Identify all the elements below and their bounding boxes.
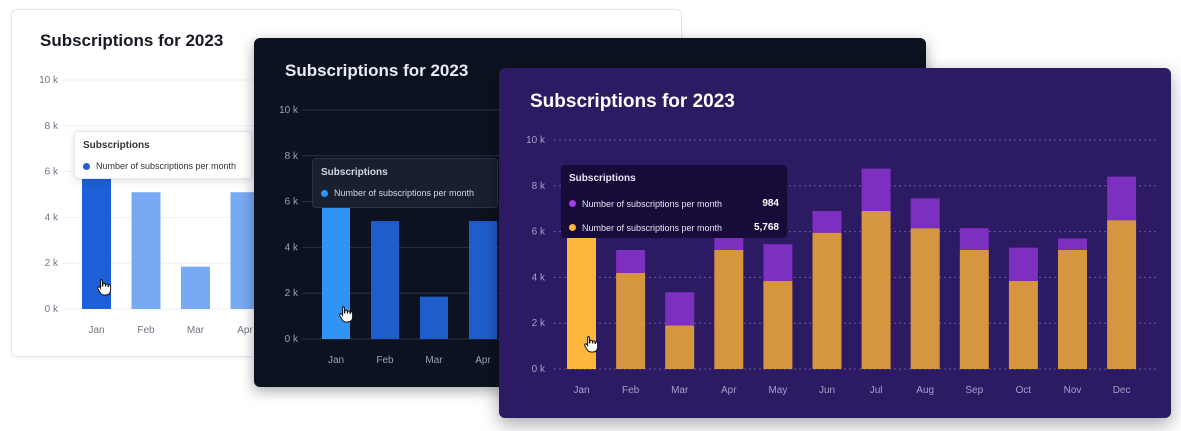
tooltip-label: Number of subscriptions per month <box>334 188 475 198</box>
x-tick-label: Oct <box>1016 385 1032 396</box>
y-tick-label: 8 k <box>285 151 299 162</box>
y-tick-label: 10 k <box>39 75 59 86</box>
x-tick-label: Apr <box>237 325 253 336</box>
y-tick-label: 10 k <box>526 135 546 146</box>
y-tick-label: 8 k <box>45 121 59 132</box>
bar <box>959 249 989 369</box>
x-tick-label: Feb <box>376 355 394 366</box>
tooltip-title: Subscriptions <box>321 167 388 178</box>
y-tick-label: 0 k <box>285 334 299 345</box>
tooltip-row: Number of subscriptions per month 5,768 <box>569 222 779 233</box>
chart-tooltip: Subscriptions Number of subscriptions pe… <box>74 131 252 179</box>
bar <box>371 221 399 339</box>
tooltip-label: Number of subscriptions per month <box>582 222 723 233</box>
bar <box>910 228 940 369</box>
y-tick-label: 4 k <box>285 242 299 253</box>
bar <box>616 249 646 273</box>
x-tick-label: Apr <box>475 355 491 366</box>
hand-cursor-icon <box>97 279 112 296</box>
bar <box>1008 247 1038 281</box>
bar <box>1008 280 1038 369</box>
y-tick-label: 10 k <box>279 105 299 116</box>
bar <box>959 228 989 250</box>
chart-title: Subscriptions for 2023 <box>40 31 224 50</box>
chart-title: Subscriptions for 2023 <box>285 61 469 80</box>
bar <box>1107 176 1137 221</box>
x-tick-label: Jun <box>819 385 835 396</box>
tooltip-row: Number of subscriptions per month <box>321 188 489 198</box>
x-tick-label: Jul <box>870 385 883 396</box>
tooltip-title: Subscriptions <box>83 140 150 151</box>
tooltip-value: 984 <box>762 198 779 209</box>
hand-cursor-icon <box>584 336 599 353</box>
y-tick-label: 4 k <box>45 212 59 223</box>
bar <box>181 266 210 309</box>
bar <box>1107 220 1137 369</box>
bar <box>131 192 161 309</box>
tooltip-title: Subscriptions <box>569 173 636 184</box>
bar <box>665 292 695 326</box>
series-dot-icon <box>321 189 328 197</box>
bar <box>763 280 793 369</box>
y-tick-label: 2 k <box>45 258 59 269</box>
bar <box>812 210 842 233</box>
bar <box>861 210 891 369</box>
x-tick-label: Feb <box>622 385 640 396</box>
y-tick-label: 8 k <box>532 181 546 192</box>
y-tick-label: 4 k <box>532 272 546 283</box>
x-tick-label: Mar <box>187 325 205 336</box>
bar <box>714 249 744 369</box>
bar <box>910 198 940 229</box>
series-dot-icon <box>569 224 576 231</box>
x-tick-label: Mar <box>425 355 443 366</box>
x-tick-label: Apr <box>721 385 737 396</box>
x-tick-label: Sep <box>965 385 983 396</box>
bar <box>665 325 695 369</box>
chart-title: Subscriptions for 2023 <box>530 91 735 112</box>
chart-card-purple: Subscriptions for 2023 0 k 2 k 4 k 6 k 8 k 10… <box>499 68 1171 418</box>
bar <box>812 232 842 369</box>
bar <box>1058 249 1087 369</box>
bar <box>1058 238 1087 250</box>
series-dot-icon <box>83 162 90 170</box>
bar <box>763 244 793 281</box>
tooltip-row: Number of subscriptions per month <box>83 161 243 171</box>
bar <box>420 296 448 339</box>
chart-tooltip: Subscriptions Number of subscriptions pe… <box>561 165 787 238</box>
series-dot-icon <box>569 200 576 207</box>
y-tick-label: 0 k <box>45 304 59 315</box>
x-tick-label: Jan <box>328 355 344 366</box>
stacked-bar-chart: 0 k 2 k 4 k 6 k 8 k 10 k Jan Feb Mar Apr May Jun Jul… <box>526 135 1159 396</box>
tooltip-value: 5,768 <box>753 222 779 233</box>
tooltip-label: Number of subscriptions per month <box>96 161 237 171</box>
y-tick-label: 6 k <box>285 197 299 208</box>
x-tick-label: Mar <box>671 385 689 396</box>
x-tick-label: Aug <box>916 385 934 396</box>
x-tick-label: Jan <box>88 325 104 336</box>
x-tick-label: Jan <box>573 385 589 396</box>
bar <box>616 272 646 369</box>
x-tick-label: May <box>768 385 787 396</box>
x-tick-label: Dec <box>1113 385 1131 396</box>
bar <box>469 221 497 339</box>
y-tick-label: 6 k <box>45 167 59 178</box>
x-tick-label: Nov <box>1064 385 1082 396</box>
y-tick-label: 0 k <box>532 364 546 375</box>
y-tick-label: 2 k <box>285 288 299 299</box>
tooltip-label: Number of subscriptions per month <box>582 198 723 209</box>
tooltip-row: Number of subscriptions per month 984 <box>569 198 779 209</box>
y-tick-label: 6 k <box>532 227 546 238</box>
chart-tooltip: Subscriptions Number of subscriptions pe… <box>312 158 498 208</box>
y-tick-label: 2 k <box>532 318 546 329</box>
hand-cursor-icon <box>339 306 354 323</box>
bar <box>861 168 891 211</box>
x-tick-label: Feb <box>137 325 155 336</box>
